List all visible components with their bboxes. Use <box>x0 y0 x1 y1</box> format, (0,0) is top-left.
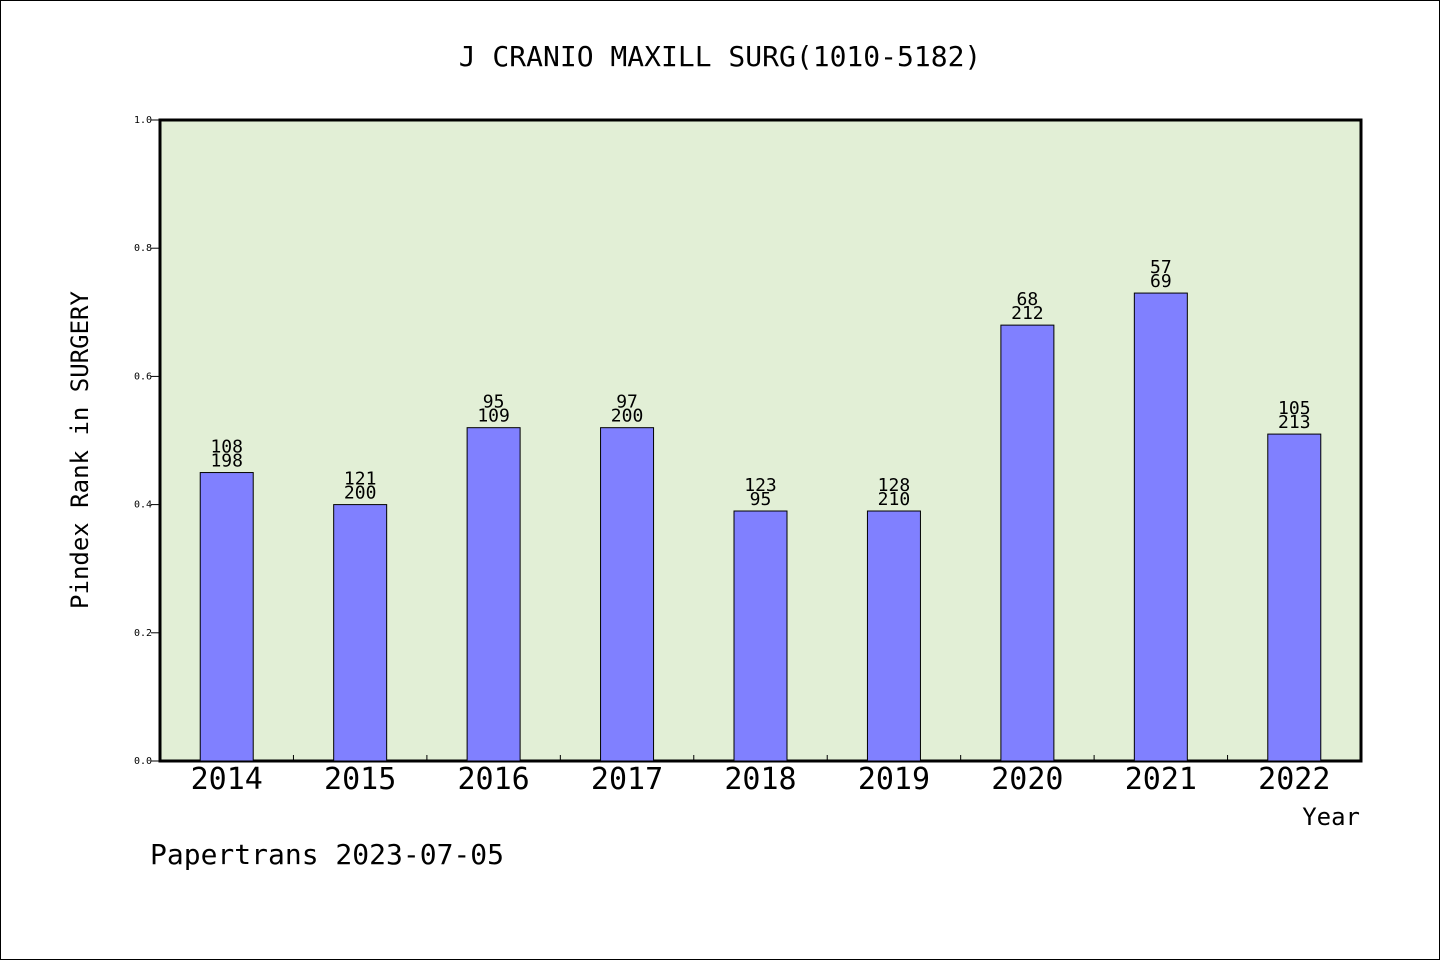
x-tick-label: 2016 <box>457 762 529 797</box>
bar-label-top: 121 <box>344 469 377 490</box>
x-tick-label: 2020 <box>991 762 1063 797</box>
bar-2017 <box>600 427 655 762</box>
bar-label-top: 123 <box>744 475 777 496</box>
bar-label-top: 57 <box>1150 257 1172 278</box>
bar-label-bottom: 69 <box>1150 271 1172 292</box>
bar-label-bottom: 213 <box>1278 412 1311 433</box>
y-tick-label: 0.4 <box>134 500 152 511</box>
bar-2021 <box>1133 292 1188 762</box>
x-tick-label: 2015 <box>324 762 396 797</box>
y-tick-label: 0.0 <box>134 756 152 767</box>
bar-labels: 1081981212009510997200123951282106821257… <box>210 257 1310 510</box>
x-tick-label: 2022 <box>1258 762 1330 797</box>
y-tick-label: 0.8 <box>134 243 152 254</box>
bar-label-top: 128 <box>878 475 911 496</box>
bar-label-top: 68 <box>1017 289 1039 310</box>
x-tick-label: 2017 <box>591 762 663 797</box>
bar-label-bottom: 95 <box>750 489 772 510</box>
x-tick-labels: 2014 2015 2016 2017 2018 2019 2020 2021 2022 <box>191 762 1331 797</box>
x-tick-label: 2018 <box>724 762 796 797</box>
bar-2022 <box>1267 433 1322 762</box>
footer-text: Papertrans 2023-07-05 <box>150 838 504 871</box>
bar-label-top: 105 <box>1278 398 1311 419</box>
bar-label-top: 95 <box>483 392 505 413</box>
bar-2014 <box>199 472 254 762</box>
chart-title: J CRANIO MAXILL SURG(1010-5182) <box>459 40 982 73</box>
bar-label-bottom: 200 <box>344 483 377 504</box>
y-axis-label: Pindex Rank in SURGERY <box>66 291 94 609</box>
x-tick-label: 2014 <box>191 762 263 797</box>
x-tick-label: 2019 <box>858 762 930 797</box>
bar-label-bottom: 210 <box>878 489 911 510</box>
x-axis-ticks <box>292 755 1229 761</box>
bar-label-top: 108 <box>210 437 243 458</box>
bar-label-bottom: 109 <box>477 406 510 427</box>
y-axis-ticks: 0.0 0.2 0.4 0.6 0.8 1.0 <box>134 115 160 767</box>
bar-2018 <box>733 510 788 762</box>
y-tick-label: 0.2 <box>134 628 152 639</box>
y-tick-label: 0.6 <box>134 371 152 382</box>
y-tick-label: 1.0 <box>134 115 152 126</box>
bar-label-bottom: 212 <box>1011 303 1044 324</box>
bar-2016 <box>466 427 521 762</box>
bar-2019 <box>866 510 921 762</box>
bars <box>199 292 1322 762</box>
bar-label-top: 97 <box>616 392 638 413</box>
bar-2020 <box>1000 324 1055 762</box>
bar-label-bottom: 200 <box>611 406 644 427</box>
bar-2015 <box>333 504 388 762</box>
bar-label-bottom: 198 <box>210 451 243 472</box>
x-tick-label: 2021 <box>1125 762 1197 797</box>
x-axis-label: Year <box>1302 803 1360 831</box>
